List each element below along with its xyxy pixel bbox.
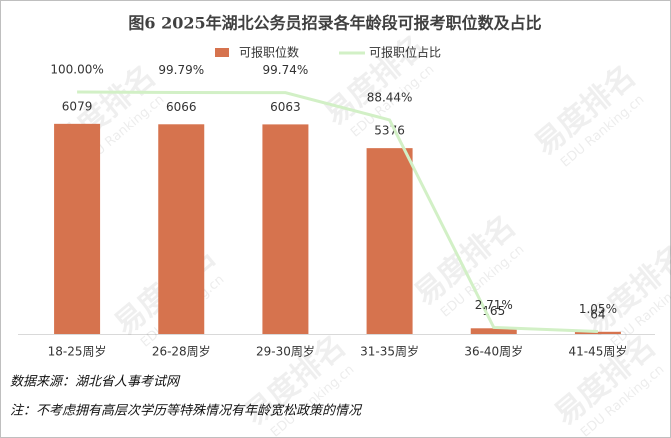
line-label: 99.79% [158,63,204,77]
legend-label: 可报职位数 [239,45,299,60]
line-label: 2.71% [475,298,513,312]
bar-label: 6063 [270,100,301,114]
legend-swatch [215,48,229,57]
note: 注：不考虑拥有高层次学历等特殊情况有年龄宽松政策的情况 [10,403,363,419]
bar-label: 6079 [62,99,93,113]
line [77,90,598,333]
x-tick-label: 36-40周岁 [464,344,523,359]
bar-label: 64 [590,307,605,321]
line-label: 1.05% [579,302,617,316]
bar [158,124,205,335]
bar [262,124,309,334]
bar-label: 5376 [374,124,405,138]
source: 数据来源：湖北省人事考试网 [10,375,181,390]
chart-title: 图6 2025年湖北公务员招录各年龄段可报考职位数及占比 [128,14,541,33]
x-tick-label: 31-35周岁 [360,344,419,359]
bar [574,331,621,334]
bar-label: 6066 [166,100,197,114]
x-tick-label: 29-30周岁 [256,344,315,359]
x-tick-label: 26-28周岁 [152,344,211,359]
x-tick-label: 18-25周岁 [48,344,107,359]
bar [54,123,101,334]
legend-label: 可报职位占比 [369,45,441,60]
line-label: 100.00% [50,63,103,77]
x-tick-label: 41-45周岁 [568,344,627,359]
line-label: 99.74% [263,63,309,77]
bar [470,328,517,334]
bar [366,148,413,334]
line-label: 88.44% [367,90,413,104]
